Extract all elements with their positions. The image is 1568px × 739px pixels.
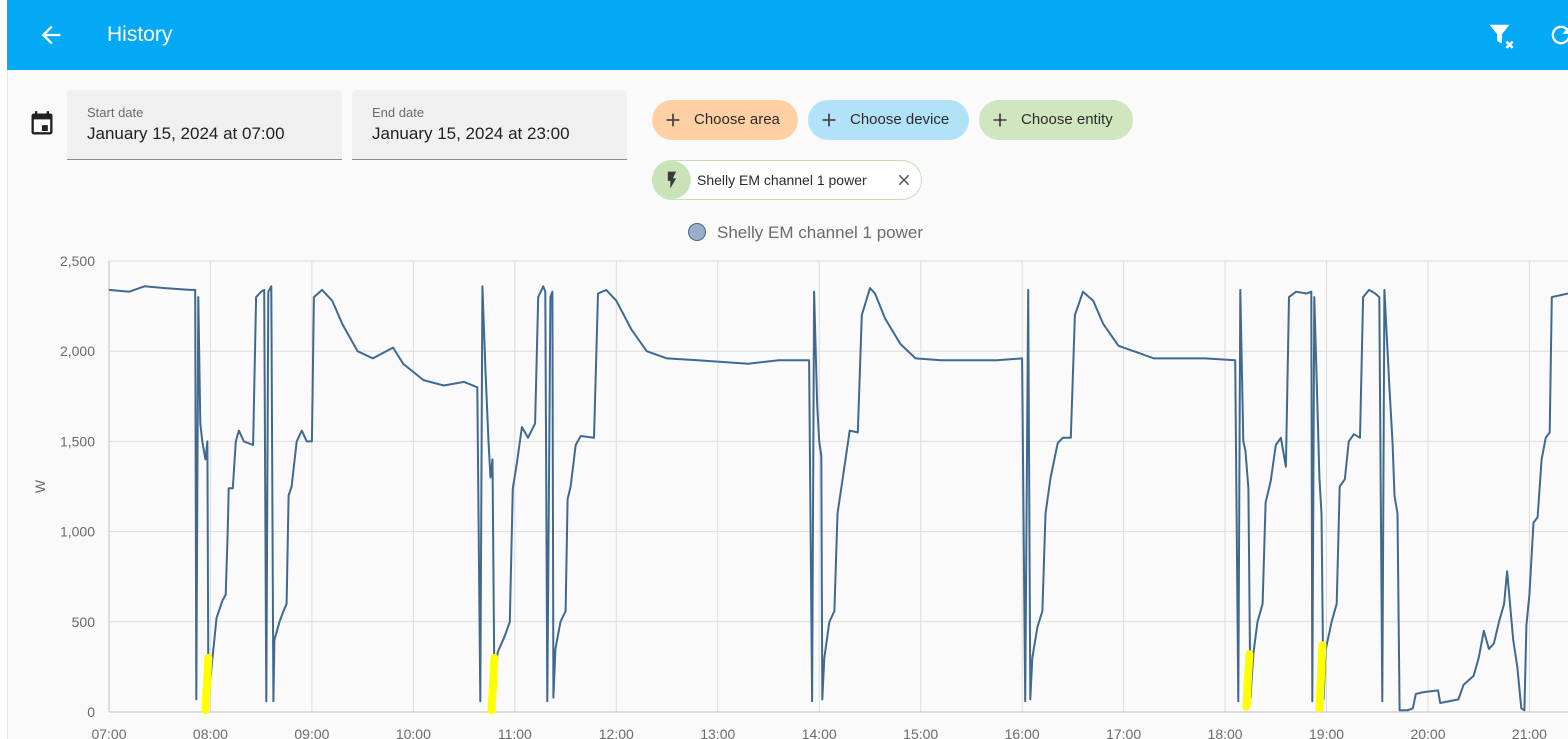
x-tick-label: 15:00 (903, 726, 938, 739)
choose-area-button[interactable]: Choose area (652, 100, 798, 140)
start-date-value: January 15, 2024 at 07:00 (87, 124, 285, 143)
choose-entity-button[interactable]: Choose entity (979, 100, 1133, 140)
arrow-left-icon[interactable] (37, 21, 65, 49)
x-tick-label: 10:00 (396, 726, 431, 739)
x-tick-label: 19:00 (1309, 726, 1344, 739)
end-date-value: January 15, 2024 at 23:00 (372, 124, 570, 143)
choose-device-label: Choose device (850, 111, 950, 128)
history-line-chart[interactable]: 0 500 1,000 1,500 2,000 2,500 07:00 08:00 09:00 1… (0, 240, 1568, 739)
x-tick-label: 11:00 (498, 726, 532, 739)
top-app-bar: History (7, 0, 1568, 70)
refresh-icon[interactable] (1547, 21, 1568, 49)
choose-entity-label: Choose entity (1021, 111, 1113, 128)
filter-remove-icon[interactable] (1487, 21, 1517, 51)
selected-entity-chip[interactable]: Shelly EM channel 1 power (652, 160, 922, 200)
x-tick-label: 09:00 (294, 726, 329, 739)
y-tick-label: 0 (87, 704, 95, 720)
selected-entity-label: Shelly EM channel 1 power (697, 172, 867, 188)
y-tick-label: 500 (72, 614, 96, 630)
plus-icon (822, 113, 836, 127)
x-tick-label: 18:00 (1208, 726, 1243, 739)
window-left-edge (0, 0, 8, 739)
start-date-label: Start date (87, 105, 144, 120)
x-tick-label: 07:00 (91, 726, 126, 739)
y-tick-label: 2,500 (60, 253, 95, 269)
page-title: History (107, 23, 173, 46)
series-line (108, 285, 1568, 712)
x-tick-label: 08:00 (193, 726, 228, 739)
x-tick-label: 12:00 (599, 726, 634, 739)
y-tick-label: 1,000 (60, 524, 95, 540)
x-tick-label: 14:00 (802, 726, 837, 739)
y-axis-title: W (32, 479, 48, 493)
end-date-field[interactable]: End date January 15, 2024 at 23:00 (352, 90, 627, 160)
x-tick-label: 17:00 (1106, 726, 1141, 739)
calendar-icon[interactable] (28, 110, 56, 138)
highlight-mark (1315, 641, 1327, 713)
x-tick-label: 16:00 (1005, 726, 1040, 739)
highlight-mark (1242, 650, 1254, 711)
end-date-label: End date (372, 105, 425, 120)
plus-icon (993, 113, 1007, 127)
close-icon[interactable] (895, 171, 913, 189)
y-tick-label: 1,500 (60, 433, 95, 449)
x-tick-label: 21:00 (1512, 726, 1547, 739)
legend-label: Shelly EM channel 1 power (717, 223, 924, 242)
x-tick-label: 20:00 (1410, 726, 1445, 739)
legend-swatch (688, 223, 706, 241)
choose-device-button[interactable]: Choose device (808, 100, 969, 140)
highlight-mark (201, 653, 213, 715)
plus-icon (666, 113, 680, 127)
y-tick-label: 2,000 (60, 343, 95, 359)
choose-area-label: Choose area (694, 111, 780, 128)
x-tick-label: 13:00 (700, 726, 735, 739)
entity-icon-background (653, 161, 691, 199)
start-date-field[interactable]: Start date January 15, 2024 at 07:00 (67, 90, 342, 160)
highlight-mark (487, 653, 499, 715)
flash-icon (667, 171, 677, 189)
